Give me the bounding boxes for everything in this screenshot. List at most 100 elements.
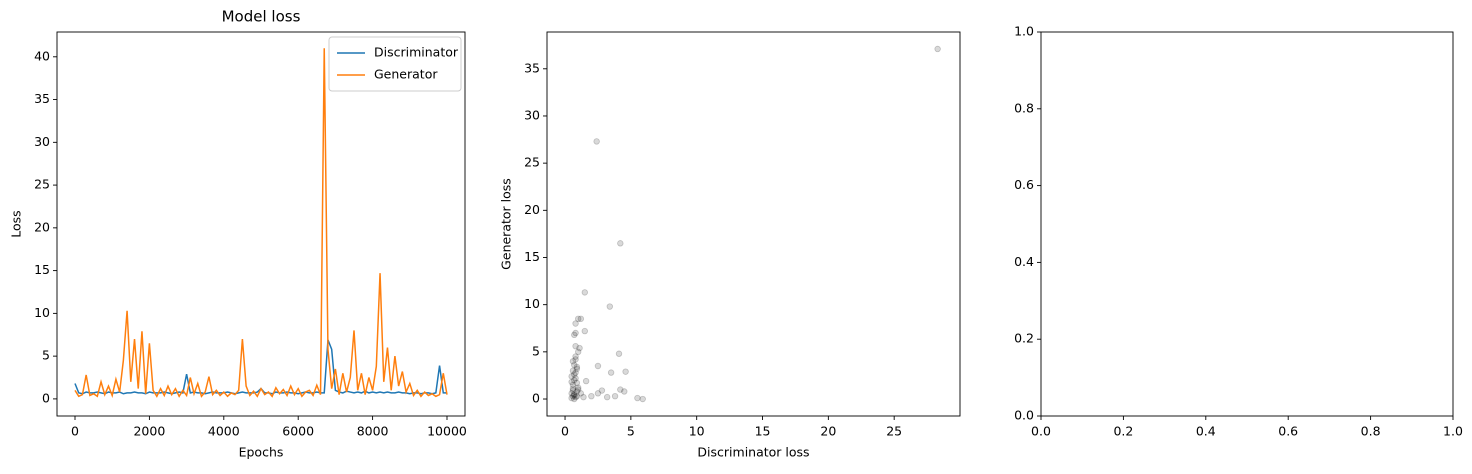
scatter-point bbox=[934, 45, 941, 53]
subplot: 0 2000 4000 6000 8000 10000 0 5 10 15 20 25 30 35 40 Mo… bbox=[9, 8, 467, 460]
y-tick-label: 20 bbox=[34, 219, 50, 234]
scatter-point bbox=[606, 303, 613, 310]
scatter-point bbox=[569, 385, 577, 392]
y-tick-label: 20 bbox=[524, 202, 540, 217]
scatter-point bbox=[575, 348, 582, 356]
scatter-point bbox=[571, 331, 578, 339]
scatter-point bbox=[617, 240, 624, 247]
y-tick-label: 15 bbox=[524, 249, 540, 264]
scatter-point bbox=[576, 344, 583, 352]
y-tick-label: 0 bbox=[42, 390, 50, 405]
scatter-point bbox=[611, 392, 619, 400]
x-axis-label: Discriminator loss bbox=[697, 445, 809, 460]
y-tick-label: 0.4 bbox=[1014, 254, 1034, 269]
scatter-point bbox=[572, 320, 579, 327]
scatter-point bbox=[588, 392, 595, 400]
scatter-point bbox=[569, 367, 577, 374]
scatter-point bbox=[598, 387, 606, 394]
x-tick-label: 0.8 bbox=[1361, 424, 1381, 439]
x-tick-label: 20 bbox=[820, 424, 836, 439]
scatter-point bbox=[594, 390, 602, 397]
y-tick-label: 30 bbox=[524, 107, 540, 122]
y-tick-label: 25 bbox=[34, 177, 50, 192]
scatter-point bbox=[571, 371, 578, 378]
axes-frame bbox=[546, 31, 961, 417]
y-axis-label: Loss bbox=[9, 210, 24, 237]
scatter-point bbox=[571, 376, 578, 384]
x-axis-label: Epochs bbox=[239, 445, 284, 460]
x-tick-label: 0.2 bbox=[1113, 424, 1133, 439]
scatter-point bbox=[621, 388, 628, 395]
x-tick-label: 1.0 bbox=[1443, 424, 1463, 439]
x-tick-label: 6000 bbox=[282, 424, 314, 439]
series-line bbox=[74, 48, 448, 398]
y-tick-label: 25 bbox=[524, 155, 540, 170]
chart-title: Model loss bbox=[222, 8, 301, 26]
y-tick-label: 10 bbox=[524, 296, 540, 311]
plot-area bbox=[74, 48, 448, 398]
scatter-point bbox=[603, 393, 611, 401]
scatter-point bbox=[569, 392, 577, 400]
scatter-point bbox=[617, 386, 624, 393]
scatter-point bbox=[593, 138, 600, 145]
legend: Discriminator Generator bbox=[328, 36, 462, 92]
scatter-point bbox=[572, 329, 579, 337]
scatter-point bbox=[568, 378, 575, 386]
y-tick-label: 0.2 bbox=[1014, 331, 1034, 346]
y-tick-label: 1.0 bbox=[1014, 24, 1034, 39]
scatter-point bbox=[573, 388, 581, 395]
scatter-point bbox=[569, 381, 577, 389]
scatter-point bbox=[575, 315, 582, 323]
scatter-point bbox=[607, 369, 615, 376]
x-tick-label: 25 bbox=[886, 424, 902, 439]
y-tick-label: 5 bbox=[532, 343, 540, 358]
y-tick-label: 30 bbox=[34, 134, 50, 149]
scatter-point bbox=[634, 394, 641, 402]
scatter-point bbox=[581, 327, 588, 335]
axes-frame bbox=[1040, 31, 1454, 417]
scatter-point bbox=[569, 358, 577, 365]
x-tick-label: 10000 bbox=[427, 424, 467, 439]
scatter-point bbox=[572, 342, 579, 350]
legend-box bbox=[328, 36, 462, 92]
y-axis-label: Generator loss bbox=[499, 178, 514, 270]
y-tick-label: 35 bbox=[34, 91, 50, 106]
x-tick-label: 5 bbox=[627, 424, 635, 439]
subplot: 0.0 0.2 0.4 0.6 0.8 1.0 0.0 0.2 0.4 0.6 0.8 1.0 bbox=[1014, 24, 1463, 439]
scatter-point bbox=[572, 375, 579, 382]
subplot: 0 5 10 15 20 25 0 5 10 15 20 25 30 35 Discriminator lo… bbox=[499, 31, 961, 460]
scatter-point bbox=[571, 395, 578, 403]
plot-area bbox=[568, 45, 941, 403]
scatter-point bbox=[568, 373, 575, 380]
scatter-point bbox=[572, 393, 579, 401]
x-tick-label: 2000 bbox=[133, 424, 165, 439]
y-tick-label: 0.6 bbox=[1014, 177, 1034, 192]
scatter-point bbox=[639, 395, 646, 403]
legend-label: Discriminator bbox=[374, 45, 459, 60]
scatter-point bbox=[569, 387, 577, 394]
y-tick-label: 35 bbox=[524, 60, 540, 75]
x-tick-label: 0.6 bbox=[1278, 424, 1298, 439]
x-tick-label: 0 bbox=[561, 424, 569, 439]
scatter-point bbox=[568, 390, 575, 397]
scatter-point bbox=[582, 377, 590, 385]
y-tick-label: 15 bbox=[34, 262, 50, 277]
scatter-point bbox=[571, 392, 578, 399]
scatter-point bbox=[577, 315, 585, 323]
scatter-point bbox=[571, 361, 578, 369]
scatter-point bbox=[568, 394, 575, 402]
scatter-point bbox=[572, 353, 579, 360]
scatter-point bbox=[594, 362, 602, 370]
x-tick-label: 15 bbox=[755, 424, 771, 439]
x-tick-label: 0.4 bbox=[1196, 424, 1216, 439]
scatter-point bbox=[575, 384, 582, 391]
scatter-point bbox=[622, 368, 629, 375]
y-tick-label: 10 bbox=[34, 305, 50, 320]
axes-frame bbox=[56, 31, 466, 417]
scatter-point bbox=[581, 289, 588, 296]
scatter-point bbox=[615, 350, 623, 357]
legend-label: Generator bbox=[374, 67, 438, 82]
scatter-point bbox=[575, 386, 582, 393]
